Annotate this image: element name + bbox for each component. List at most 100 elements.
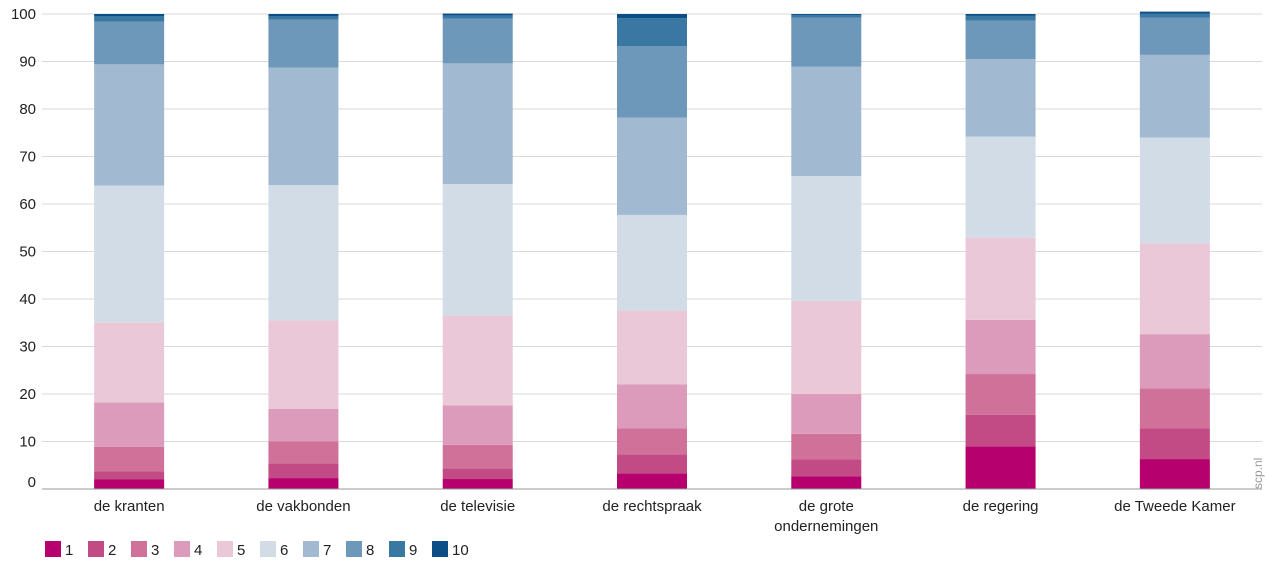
bar-segment bbox=[268, 67, 339, 185]
bar-segment bbox=[268, 16, 339, 20]
bar-stack bbox=[791, 14, 862, 489]
bar-segment bbox=[1139, 334, 1210, 389]
bar-segment bbox=[791, 14, 862, 18]
y-tick-label: 40 bbox=[19, 291, 36, 308]
category-label: de televisie bbox=[440, 498, 515, 515]
legend-item: 6 bbox=[260, 541, 288, 559]
legend-swatch bbox=[131, 541, 147, 557]
bar-segment bbox=[617, 310, 687, 385]
legend-label: 5 bbox=[237, 542, 245, 559]
legend-label: 3 bbox=[151, 542, 159, 559]
legend-swatch bbox=[88, 541, 104, 557]
y-axis: 0 10 20 30 40 50 60 70 80 90 100 bbox=[11, 6, 36, 491]
bar-segment bbox=[268, 14, 339, 17]
legend-label: 2 bbox=[108, 542, 116, 559]
bar-segment bbox=[442, 315, 513, 406]
bar-segment bbox=[617, 428, 687, 455]
legend-swatch bbox=[217, 541, 233, 557]
bar-segment bbox=[617, 473, 687, 489]
category-label: de grote ondernemingen bbox=[774, 498, 878, 535]
legend-label: 1 bbox=[65, 542, 73, 559]
legend-item: 8 bbox=[346, 541, 374, 559]
legend-item: 7 bbox=[303, 541, 331, 559]
bar-segment bbox=[442, 479, 513, 489]
legend-swatch bbox=[432, 541, 448, 557]
bar-segment bbox=[1139, 11, 1210, 14]
bar-segment bbox=[617, 384, 687, 429]
legend-swatch bbox=[303, 541, 319, 557]
bar-segment bbox=[965, 374, 1036, 415]
bar-segment bbox=[94, 64, 165, 186]
bar-segment bbox=[617, 14, 687, 19]
bar-segment bbox=[965, 237, 1036, 320]
bar-segment bbox=[94, 21, 165, 65]
source-label: scp.nl bbox=[1251, 458, 1265, 489]
bar-stack bbox=[268, 14, 339, 489]
legend-item: 10 bbox=[432, 541, 469, 559]
bar-segment bbox=[965, 59, 1036, 137]
bar-segment bbox=[268, 478, 339, 489]
bar-segment bbox=[1139, 137, 1210, 244]
bar-segment bbox=[94, 322, 165, 403]
legend-label: 7 bbox=[323, 542, 331, 559]
bar-segment bbox=[791, 300, 862, 394]
legend-swatch bbox=[174, 541, 190, 557]
bar-segment bbox=[965, 319, 1036, 375]
bar-segment bbox=[442, 444, 513, 469]
bar-segment bbox=[442, 13, 513, 16]
bar-segment bbox=[965, 14, 1036, 16]
legend: 1 2 3 4 5 6 7 8 9 10 bbox=[45, 541, 469, 559]
bar-segment bbox=[617, 454, 687, 474]
bar-segment bbox=[791, 175, 862, 301]
bar-segment bbox=[442, 18, 513, 64]
bar-segment bbox=[94, 479, 165, 489]
legend-swatch bbox=[389, 541, 405, 557]
bar-stack bbox=[442, 13, 513, 489]
bar-segment bbox=[617, 214, 687, 311]
legend-item: 2 bbox=[88, 541, 116, 559]
bar-segment bbox=[442, 405, 513, 445]
bar-segment bbox=[268, 463, 339, 479]
bar-segment bbox=[791, 394, 862, 434]
legend-label: 8 bbox=[366, 542, 374, 559]
bar-segment bbox=[791, 476, 862, 489]
bar-segment bbox=[268, 441, 339, 464]
bar-segment bbox=[1139, 17, 1210, 55]
bar-segment bbox=[1139, 54, 1210, 138]
bar-segment bbox=[791, 66, 862, 176]
legend-label: 10 bbox=[452, 542, 469, 559]
y-tick-label: 20 bbox=[19, 386, 36, 403]
bars bbox=[94, 11, 1210, 489]
y-tick-label: 90 bbox=[19, 54, 36, 71]
bar-segment bbox=[442, 184, 513, 316]
bar-segment bbox=[94, 185, 165, 323]
y-tick-label: 10 bbox=[19, 434, 36, 451]
legend-label: 4 bbox=[194, 542, 202, 559]
legend-item: 4 bbox=[174, 541, 202, 559]
legend-label: 6 bbox=[280, 542, 288, 559]
bar-segment bbox=[791, 17, 862, 67]
category-label: de Tweede Kamer bbox=[1114, 498, 1235, 515]
bar-segment bbox=[965, 15, 1036, 21]
bar-segment bbox=[617, 117, 687, 215]
bar-stack bbox=[965, 14, 1036, 489]
y-tick-label: 30 bbox=[19, 339, 36, 356]
bar-segment bbox=[791, 459, 862, 477]
y-tick-label: 60 bbox=[19, 196, 36, 213]
legend-item: 3 bbox=[131, 541, 159, 559]
bar-segment bbox=[617, 18, 687, 47]
bar-segment bbox=[965, 446, 1036, 489]
y-tick-label: 80 bbox=[19, 101, 36, 118]
bar-segment bbox=[94, 16, 165, 22]
bar-segment bbox=[268, 320, 339, 409]
bar-segment bbox=[442, 15, 513, 19]
y-tick-label: 0 bbox=[28, 474, 36, 491]
bar-segment bbox=[94, 402, 165, 447]
bar-segment bbox=[1139, 459, 1210, 489]
bar-segment bbox=[965, 414, 1036, 447]
bar-segment bbox=[965, 20, 1036, 60]
bar-segment bbox=[1139, 243, 1210, 335]
bar-segment bbox=[94, 471, 165, 480]
